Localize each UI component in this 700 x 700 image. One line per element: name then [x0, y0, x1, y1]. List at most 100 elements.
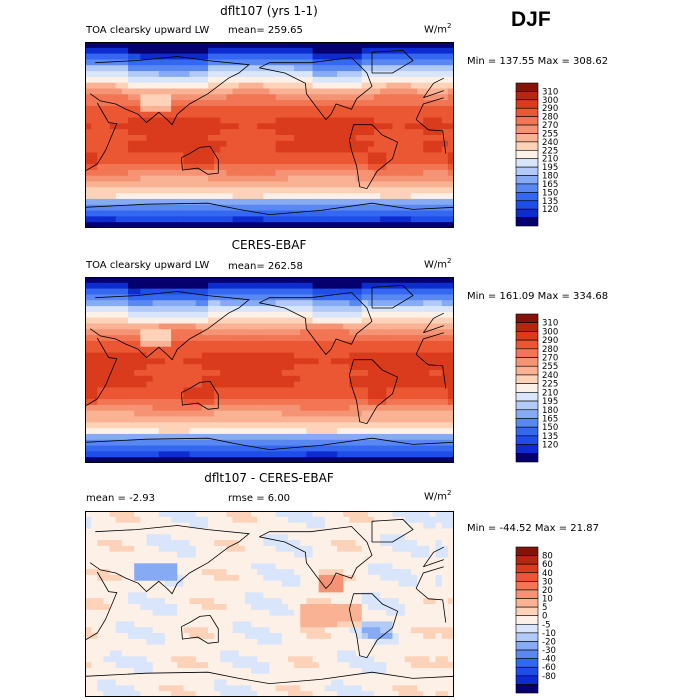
map-cell: [287, 47, 295, 55]
map-cell: [423, 393, 430, 400]
map-cell: [324, 329, 332, 336]
map-cell: [281, 410, 289, 418]
colorbar-swatch: [515, 383, 539, 393]
map-cell: [349, 193, 357, 200]
map-cell: [404, 82, 412, 90]
map-cell: [337, 105, 344, 113]
map-cell: [312, 181, 320, 188]
map-cell: [417, 158, 424, 165]
map-cell: [91, 53, 98, 61]
map-cell: [263, 59, 271, 66]
map-cell: [312, 393, 320, 400]
map-cell: [275, 140, 283, 148]
map-cell: [324, 422, 332, 429]
map-cell: [312, 129, 320, 136]
map-cell: [232, 135, 240, 142]
map-cell: [121, 563, 129, 570]
map-cell: [121, 277, 129, 284]
map-cell: [423, 445, 430, 452]
map-cell: [140, 317, 148, 325]
map-cell: [201, 129, 209, 136]
map-cell: [281, 210, 289, 217]
map-cell: [300, 311, 307, 319]
map-cell: [294, 323, 301, 330]
map-cell: [214, 416, 221, 423]
map-cell: [201, 422, 209, 429]
map-cell: [183, 422, 191, 429]
map-cell: [183, 323, 191, 330]
map-cell: [367, 340, 375, 348]
map-cell: [128, 111, 135, 119]
map-cell: [300, 94, 307, 101]
map-cell: [103, 346, 111, 354]
map-cell: [281, 135, 289, 142]
map-cell: [417, 282, 424, 290]
map-cell: [331, 123, 338, 130]
map-cell: [367, 528, 375, 535]
map-cell: [281, 129, 289, 136]
map-cell: [331, 574, 338, 582]
map-cell: [343, 105, 351, 113]
map-cell: [263, 164, 271, 171]
map-cell: [275, 457, 283, 463]
map-cell: [337, 47, 344, 55]
map-cell: [238, 198, 246, 206]
map-cell: [164, 282, 172, 290]
map-cell: [392, 416, 400, 423]
map-cell: [152, 135, 160, 142]
map-cell: [257, 410, 264, 418]
map-cell: [171, 111, 178, 119]
map-cell: [257, 422, 264, 429]
map-cell: [355, 393, 363, 400]
map-cell: [244, 317, 252, 325]
map-cell: [331, 381, 338, 389]
map-cell: [158, 604, 166, 611]
map-cell: [171, 329, 178, 336]
map-cell: [300, 511, 307, 518]
map-cell: [417, 375, 424, 383]
map-cell: [109, 216, 117, 223]
map-cell: [380, 457, 387, 463]
map-cell: [343, 563, 351, 570]
map-cell: [158, 370, 166, 377]
map-cell: [257, 404, 264, 412]
map-cell: [306, 181, 314, 188]
map-cell: [324, 404, 332, 412]
map-cell: [367, 416, 375, 423]
map-cell: [195, 193, 203, 200]
map-cell: [251, 146, 258, 154]
map-cell: [398, 111, 406, 119]
map-cell: [367, 381, 375, 389]
map-cell: [300, 445, 307, 452]
map-cell: [134, 82, 141, 90]
map-cell: [281, 399, 289, 406]
map-cell: [244, 335, 252, 342]
map-cell: [361, 410, 369, 418]
map-cell: [447, 311, 454, 319]
map-cell: [410, 574, 418, 582]
map-cell: [294, 204, 301, 212]
map-cell: [318, 123, 326, 130]
map-cell: [177, 94, 184, 101]
map-cell: [238, 557, 246, 564]
map-cell: [103, 300, 111, 307]
map-cell: [275, 216, 283, 223]
map-cell: [177, 393, 184, 400]
map-cell: [85, 323, 92, 330]
map-cell: [318, 340, 326, 348]
map-cell: [177, 433, 184, 441]
map-cell: [294, 604, 301, 611]
map-cell: [386, 117, 394, 124]
map-cell: [398, 358, 406, 365]
map-cell: [306, 445, 314, 452]
coastline: [259, 57, 373, 121]
map-cell: [374, 511, 381, 518]
map-cell: [257, 158, 264, 165]
map-cell: [244, 511, 252, 518]
map-cell: [294, 399, 301, 406]
map-cell: [195, 364, 203, 371]
map-cell: [343, 47, 351, 55]
map-cell: [103, 358, 111, 365]
map-cell: [281, 352, 289, 359]
map-cell: [164, 364, 172, 371]
